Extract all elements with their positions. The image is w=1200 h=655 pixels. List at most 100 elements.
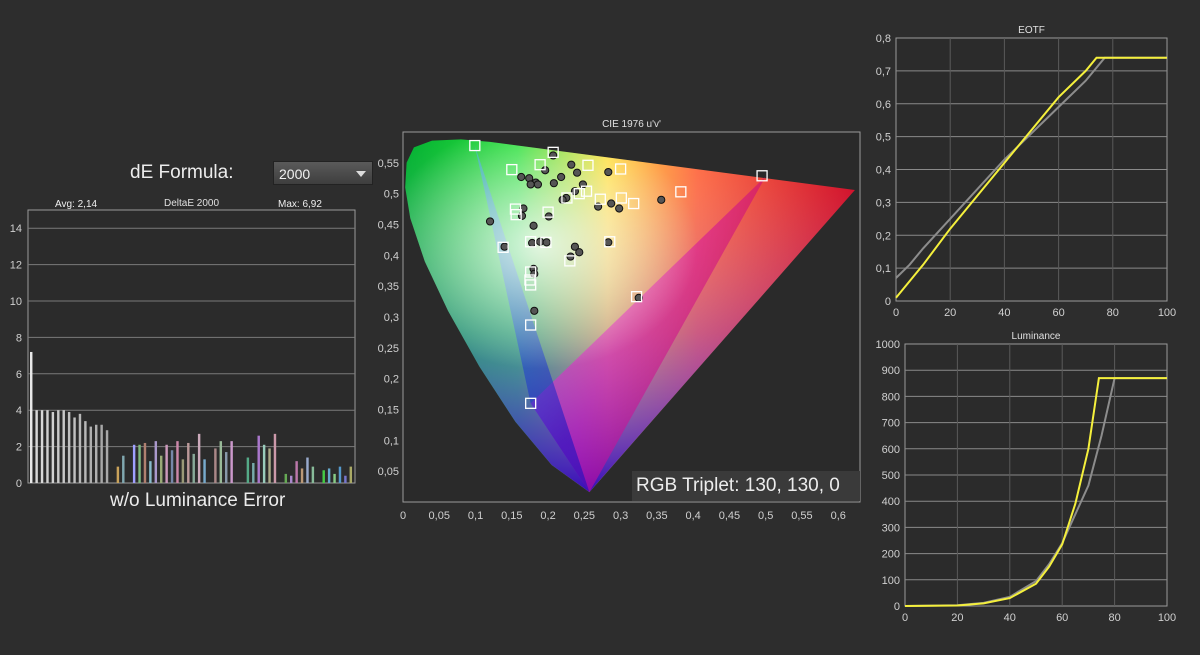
bar xyxy=(252,462,255,483)
measured-point xyxy=(567,160,576,169)
avg-label: Avg: 2,14 xyxy=(55,199,98,210)
bar xyxy=(203,459,206,483)
bar xyxy=(262,444,266,483)
bar xyxy=(73,417,76,483)
bar xyxy=(246,457,250,483)
series-line xyxy=(904,377,1167,607)
x-tick-label: 0 xyxy=(893,307,899,319)
bar xyxy=(67,412,71,483)
target-point xyxy=(547,146,559,159)
y-tick-label: 100 xyxy=(882,575,900,587)
target-point xyxy=(534,159,546,171)
target-point xyxy=(469,139,481,152)
target-point xyxy=(675,186,687,198)
x-tick-label: 20 xyxy=(944,307,956,319)
x-tick-label: 80 xyxy=(1107,307,1119,319)
y-tick-label: 0,4 xyxy=(384,250,399,262)
bar xyxy=(257,435,260,483)
measured-point xyxy=(578,180,587,189)
target-point xyxy=(615,192,627,204)
target-point xyxy=(542,206,554,218)
target-point xyxy=(594,193,606,205)
delta-e-chart: 0 2 4 6 8 10 12 14 DeltaE 2000 Avg: 2,14 Max: 6,92 xyxy=(10,198,356,490)
y-tick-label: 0 xyxy=(16,478,22,490)
bar xyxy=(105,430,109,483)
measured-point xyxy=(485,217,495,226)
measured-point xyxy=(566,252,575,261)
target-point xyxy=(506,163,518,176)
luminance-error-caption: w/o Luminance Error xyxy=(110,490,286,511)
y-tick-label: 0,8 xyxy=(876,33,891,45)
target-point xyxy=(628,197,640,210)
bar xyxy=(349,466,353,483)
bar xyxy=(116,466,120,483)
x-tick-label: 0,15 xyxy=(501,510,522,522)
y-tick-label: 14 xyxy=(10,223,22,235)
y-tick-label: 6 xyxy=(16,369,22,381)
series-line xyxy=(895,56,1167,279)
chart-title: Luminance xyxy=(1012,331,1061,342)
measured-point xyxy=(570,242,580,251)
y-tick-label: 700 xyxy=(882,418,900,430)
eotf-chart: 0 0,1 0,2 0,3 0,4 0,5 0,6 0,7 0,8 0 20 40 60 80 100 EOT… xyxy=(876,25,1176,319)
bar xyxy=(295,461,298,483)
series-line xyxy=(895,56,1167,299)
x-tick-label: 0,5 xyxy=(758,510,773,522)
y-tick-label: 0,5 xyxy=(384,189,399,201)
y-tick-label: 4 xyxy=(16,405,22,417)
target-point xyxy=(564,255,576,267)
y-tick-label: 0,6 xyxy=(876,99,891,111)
y-tick-label: 0,3 xyxy=(384,312,399,324)
y-tick-label: 2 xyxy=(16,442,22,454)
cie-chart: 0,05 0,1 0,15 0,2 0,25 0,3 0,35 0,4 0,45 0,5 0,55 0… xyxy=(378,119,861,522)
formula-dropdown[interactable]: 2000 xyxy=(273,161,373,185)
measured-point xyxy=(657,195,666,204)
bar xyxy=(132,444,136,483)
bar xyxy=(187,442,190,483)
target-point xyxy=(604,236,616,248)
target-point xyxy=(525,397,537,409)
x-tick-label: 0,6 xyxy=(831,510,846,522)
target-point xyxy=(525,266,537,278)
measured-point xyxy=(607,199,616,208)
bar xyxy=(284,473,288,483)
y-tick-label: 0,25 xyxy=(378,343,399,355)
target-point xyxy=(510,208,522,221)
bar xyxy=(154,441,158,483)
measured-point xyxy=(500,242,509,251)
x-tick-label: 40 xyxy=(1004,612,1016,624)
target-point xyxy=(756,170,768,182)
x-tick-label: 60 xyxy=(1056,612,1068,624)
target-point xyxy=(561,192,573,204)
bar xyxy=(40,410,44,483)
x-tick-label: 100 xyxy=(1158,307,1176,319)
white-point-glow xyxy=(405,139,855,493)
x-tick-label: 80 xyxy=(1108,612,1120,624)
bar xyxy=(143,442,147,483)
bar xyxy=(192,453,195,483)
y-tick-label: 0 xyxy=(885,296,891,308)
bar xyxy=(35,410,38,483)
bar xyxy=(170,450,174,483)
bar xyxy=(230,441,233,483)
bar xyxy=(306,457,309,483)
bar xyxy=(197,433,201,483)
y-tick-label: 900 xyxy=(882,365,900,377)
measured-point xyxy=(528,238,537,248)
bar xyxy=(268,448,271,483)
y-tick-label: 0,1 xyxy=(384,435,399,447)
y-tick-label: 0,05 xyxy=(378,466,399,478)
target-point xyxy=(582,159,594,171)
bar xyxy=(344,475,347,483)
measured-point xyxy=(530,306,539,315)
target-point xyxy=(630,290,643,303)
measured-point xyxy=(517,172,526,182)
target-point xyxy=(525,319,537,331)
chevron-down-icon xyxy=(356,171,366,177)
measured-point xyxy=(542,238,551,247)
x-tick-label: 60 xyxy=(1052,307,1064,319)
bar xyxy=(219,441,223,483)
bar xyxy=(165,444,168,483)
y-tick-label: 800 xyxy=(882,391,900,403)
